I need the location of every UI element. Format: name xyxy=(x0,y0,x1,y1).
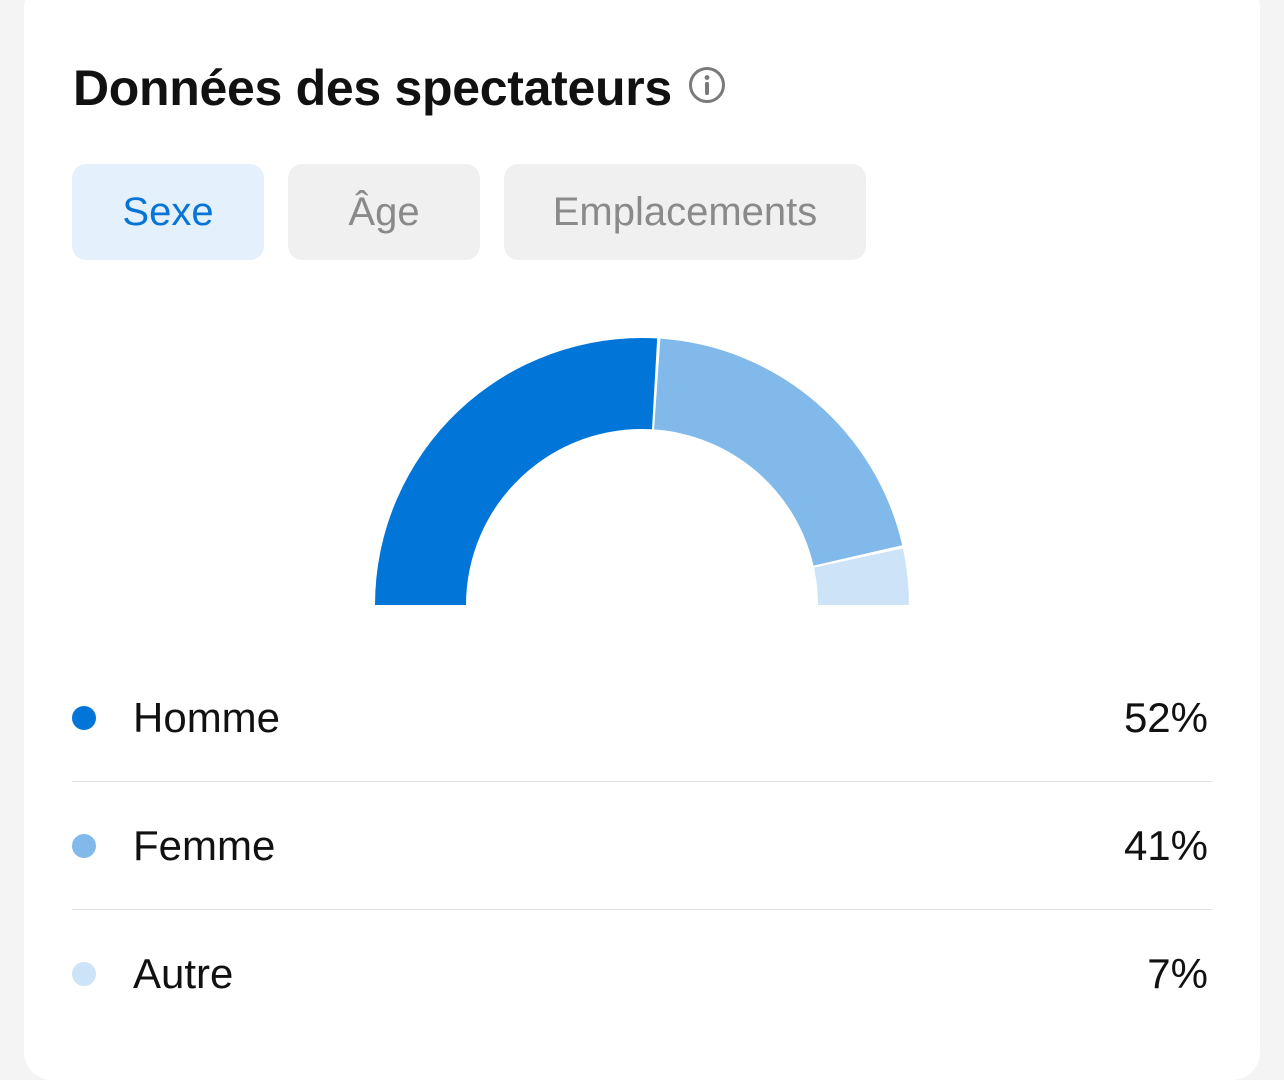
legend-row-autre: Autre 7% xyxy=(72,910,1212,1037)
tab-age-label: Âge xyxy=(348,189,420,234)
legend-dot-autre xyxy=(72,961,96,986)
tab-sexe[interactable]: Sexe xyxy=(72,164,264,260)
legend-row-femme: Femme 41% xyxy=(72,782,1212,910)
legend-label-autre: Autre xyxy=(133,949,234,997)
tab-emplacements[interactable]: Emplacements xyxy=(504,164,866,260)
gender-semi-donut-chart xyxy=(375,337,909,605)
legend-value-homme: 52% xyxy=(1123,693,1208,741)
gender-chart xyxy=(360,330,924,620)
donut-slice-homme[interactable] xyxy=(375,337,658,605)
tab-sexe-label: Sexe xyxy=(122,189,214,234)
tab-emplacements-label: Emplacements xyxy=(552,189,818,234)
gender-legend: Homme 52% Femme 41% Autre 7% xyxy=(72,654,1212,1037)
info-circle-icon[interactable] xyxy=(688,66,726,104)
tab-age[interactable]: Âge xyxy=(288,164,480,260)
legend-label-femme: Femme xyxy=(133,821,276,869)
donut-slice-autre[interactable] xyxy=(813,548,909,605)
legend-dot-homme xyxy=(72,705,96,730)
legend-value-autre: 7% xyxy=(1147,949,1208,997)
card-header: Données des spectateurs xyxy=(73,58,726,118)
donut-slice-femme[interactable] xyxy=(654,338,903,566)
legend-value-femme: 41% xyxy=(1123,821,1208,869)
card-title: Données des spectateurs xyxy=(73,60,672,116)
legend-row-homme: Homme 52% xyxy=(72,654,1212,782)
tab-bar: Sexe Âge Emplacements xyxy=(72,164,866,260)
legend-label-homme: Homme xyxy=(133,693,281,741)
legend-dot-femme xyxy=(72,833,96,858)
